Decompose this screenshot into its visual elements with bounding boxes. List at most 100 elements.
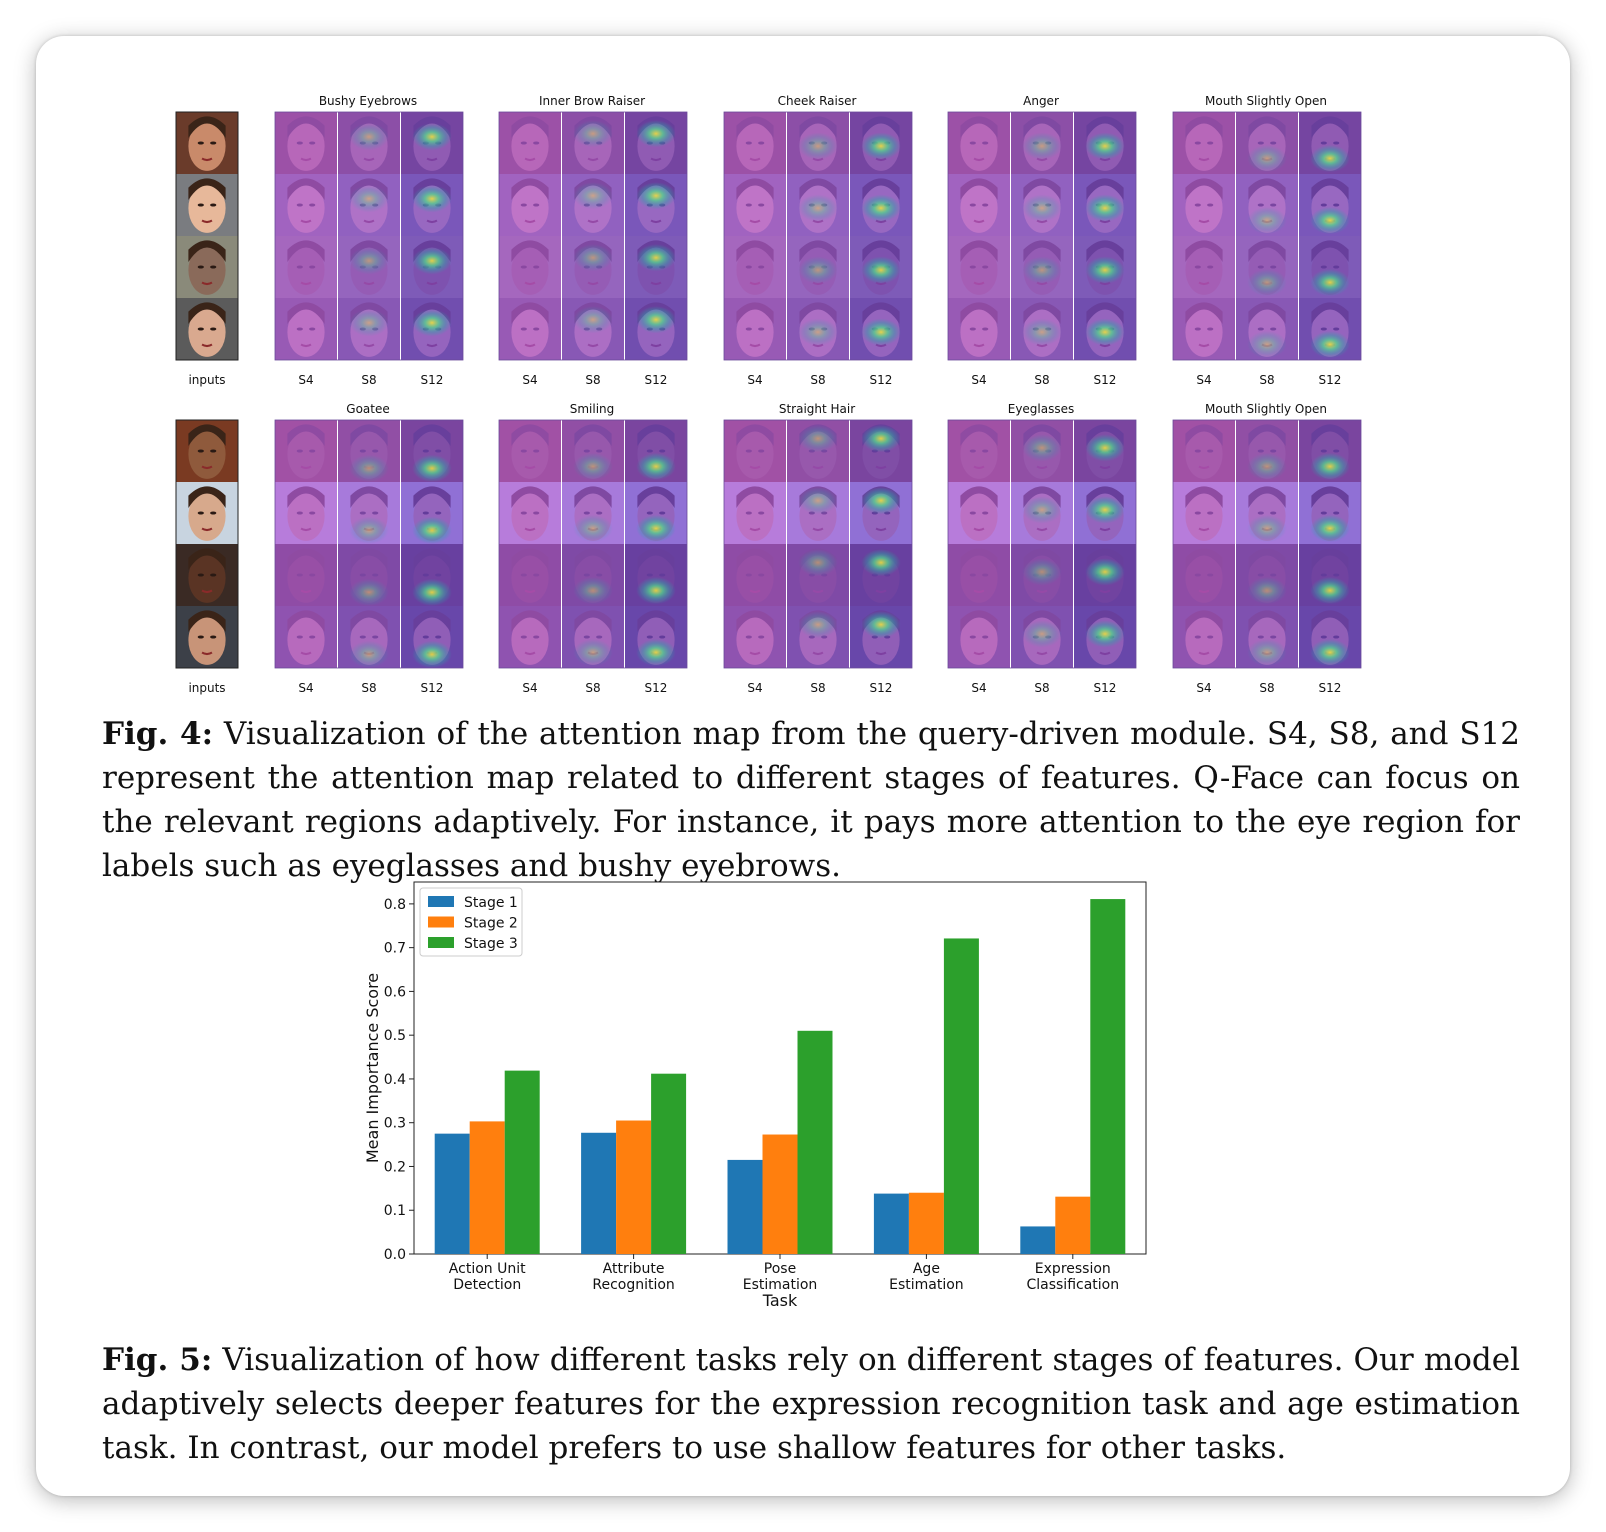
inputs-label: inputs xyxy=(188,373,225,387)
chart-legend: Stage 1 Stage 2 Stage 3 xyxy=(419,887,523,957)
stage-label: S8 xyxy=(1034,681,1049,695)
x-tick-label: Action Unit Detection xyxy=(449,1261,526,1293)
bar xyxy=(1090,899,1126,1254)
stage-label: S8 xyxy=(361,681,376,695)
y-tick-label: 0.5 xyxy=(384,1028,406,1044)
figure-5-caption: Fig. 5: Visualization of how different t… xyxy=(102,1338,1520,1470)
y-tick-label: 0.8 xyxy=(384,897,406,913)
y-tick-label: 0.1 xyxy=(384,1203,406,1219)
attention-group-title: Smiling xyxy=(570,402,615,416)
attention-group: Bushy Eyebrows S4 S8 S12 xyxy=(274,94,464,387)
stage-label: S4 xyxy=(747,681,762,695)
stage-label: S12 xyxy=(645,681,668,695)
x-axis-label: Task xyxy=(762,1291,798,1310)
bar-chart: 0.0 0.1 0.2 0.3 0.4 0.5 0.6 0.7 0.8 Mean Importan… xyxy=(363,881,1147,1310)
stage-label: S12 xyxy=(421,373,444,387)
attention-group: Inner Brow Raiser S4 S8 S12 xyxy=(498,94,688,387)
bar xyxy=(762,1134,798,1254)
bar xyxy=(581,1132,617,1254)
stage-label: S8 xyxy=(585,681,600,695)
stage-label: S12 xyxy=(870,373,893,387)
legend-swatch xyxy=(428,937,454,948)
stage-label: S12 xyxy=(1319,681,1342,695)
attention-group: Mouth Slightly Open S4 S8 S12 xyxy=(1172,94,1362,387)
stage-label: S4 xyxy=(298,373,313,387)
legend-swatch xyxy=(428,896,454,907)
stage-label: S4 xyxy=(522,681,537,695)
y-tick-label: 0.2 xyxy=(384,1159,406,1175)
attention-group: Mouth Slightly Open S4 S8 S12 xyxy=(1172,402,1362,695)
attention-group-title: Mouth Slightly Open xyxy=(1205,402,1327,416)
stage-label: S12 xyxy=(1094,681,1117,695)
stage-label: S8 xyxy=(1259,373,1274,387)
bar xyxy=(908,1192,944,1254)
x-tick-label: Pose Estimation xyxy=(743,1261,818,1293)
figure-4-label: Fig. 4: xyxy=(102,716,214,752)
x-tick-label: Expression Classification xyxy=(1026,1261,1119,1293)
attention-group-title: Anger xyxy=(1023,94,1059,108)
bar xyxy=(727,1159,763,1254)
bar xyxy=(873,1193,909,1254)
x-tick-label: Age Estimation xyxy=(889,1261,964,1293)
figure-4-caption: Fig. 4: Visualization of the attention m… xyxy=(102,712,1520,888)
stage-label: S4 xyxy=(1196,681,1211,695)
figure-5-label: Fig. 5: xyxy=(102,1342,213,1378)
bar xyxy=(1055,1196,1091,1254)
attention-group-title: Bushy Eyebrows xyxy=(319,94,417,108)
bar xyxy=(1020,1226,1056,1254)
bar xyxy=(504,1070,540,1254)
stage-label: S4 xyxy=(298,681,313,695)
stage-label: S8 xyxy=(585,373,600,387)
stage-label: S8 xyxy=(361,373,376,387)
bar xyxy=(434,1133,470,1254)
stage-label: S8 xyxy=(810,681,825,695)
legend-label: Stage 1 xyxy=(464,895,518,911)
attention-group: Eyeglasses S4 S8 S12 xyxy=(947,402,1137,695)
stage-label: S12 xyxy=(1094,373,1117,387)
figure-4-caption-text: Visualization of the attention map from … xyxy=(102,716,1521,884)
attention-group-title: Eyeglasses xyxy=(1008,402,1075,416)
stage-label: S12 xyxy=(1319,373,1342,387)
paper-page: inputs Bushy Eyebrows S4 S8 S12 Inner Brow Ra… xyxy=(36,36,1570,1496)
inputs-label: inputs xyxy=(188,681,225,695)
attention-group: Smiling S4 S8 S12 xyxy=(498,402,688,695)
stage-label: S4 xyxy=(747,373,762,387)
legend-label: Stage 3 xyxy=(464,936,518,952)
legend-swatch xyxy=(428,916,454,928)
figure-5-caption-text: Visualization of how different tasks rel… xyxy=(102,1342,1520,1466)
attention-group: Anger S4 S8 S12 xyxy=(947,94,1137,387)
y-tick-label: 0.0 xyxy=(384,1247,406,1263)
attention-group: Goatee S4 S8 S12 xyxy=(274,402,464,695)
stage-label: S8 xyxy=(810,373,825,387)
stage-label: S4 xyxy=(522,373,537,387)
attention-group: Straight Hair S4 S8 S12 xyxy=(723,402,913,695)
bar xyxy=(469,1121,505,1254)
stage-label: S12 xyxy=(421,681,444,695)
input-column xyxy=(175,111,239,361)
x-tick-label: Attribute Recognition xyxy=(592,1261,674,1293)
bar xyxy=(651,1073,687,1254)
stage-label: S8 xyxy=(1034,373,1049,387)
attention-group-title: Inner Brow Raiser xyxy=(539,94,645,108)
attention-group-title: Straight Hair xyxy=(779,402,855,416)
stage-label: S4 xyxy=(971,373,986,387)
attention-group-title: Cheek Raiser xyxy=(778,94,857,108)
bar xyxy=(797,1030,833,1254)
stage-label: S4 xyxy=(1196,373,1211,387)
y-tick-label: 0.7 xyxy=(384,941,406,957)
y-tick-label: 0.3 xyxy=(384,1116,406,1132)
attention-group: Cheek Raiser S4 S8 S12 xyxy=(723,94,913,387)
bar xyxy=(943,938,979,1254)
y-tick-label: 0.4 xyxy=(384,1072,406,1088)
y-tick-label: 0.6 xyxy=(384,984,406,1000)
stage-label: S8 xyxy=(1259,681,1274,695)
input-column xyxy=(175,419,239,669)
stage-label: S12 xyxy=(645,373,668,387)
stage-label: S4 xyxy=(971,681,986,695)
bar xyxy=(616,1120,652,1254)
attention-group-title: Goatee xyxy=(346,402,389,416)
attention-group-title: Mouth Slightly Open xyxy=(1205,94,1327,108)
legend-label: Stage 2 xyxy=(464,916,518,932)
y-axis-label: Mean Importance Score xyxy=(363,973,382,1163)
